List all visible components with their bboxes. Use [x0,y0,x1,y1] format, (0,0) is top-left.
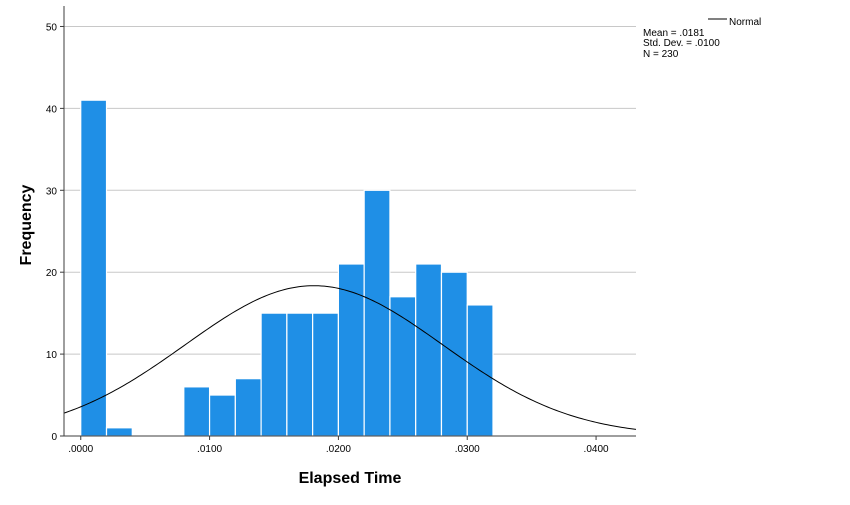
histogram-bar [286,312,314,437]
y-tick-label: 10 [46,350,58,361]
y-tick-labels: 0 10 20 30 40 50 [46,22,58,443]
histogram-bar [337,263,365,437]
x-tick-label: .0200 [326,444,351,455]
histogram-bar [105,427,133,437]
x-axis-title: Elapsed Time [299,470,402,487]
legend: Normal Mean = .0181 Std. Dev. = .0100 N … [643,17,761,60]
legend-mean: Mean = .0181 [643,28,705,39]
x-tick-label: .0400 [584,444,609,455]
histogram-bar [415,263,443,437]
histogram-bar [183,386,211,437]
x-tick-labels: .0000 .0100 .0200 .0300 .0400 [68,444,609,455]
histogram-bar [234,378,262,437]
histogram-bar [363,189,391,437]
x-tick-label: .0100 [197,444,222,455]
y-tick-label: 40 [46,104,58,115]
histogram-bar [80,99,108,437]
gridlines [64,25,636,355]
normal-curve-line [63,285,637,430]
legend-normal-label: Normal [729,17,761,28]
histogram-bar [312,312,340,437]
y-tick-label: 0 [51,432,57,443]
histogram-bar [440,271,468,437]
histogram-bars [80,99,494,437]
axes [60,6,636,440]
x-tick-label: .0000 [68,444,93,455]
histogram-bar [208,394,236,437]
histogram-bar [260,312,288,437]
y-axis-title: Frequency [18,184,35,265]
legend-std-dev: Std. Dev. = .0100 [643,38,720,49]
y-tick-label: 20 [46,268,58,279]
x-tick-label: .0300 [455,444,480,455]
y-tick-label: 50 [46,22,58,33]
y-tick-label: 30 [46,186,58,197]
legend-n: N = 230 [643,49,679,60]
